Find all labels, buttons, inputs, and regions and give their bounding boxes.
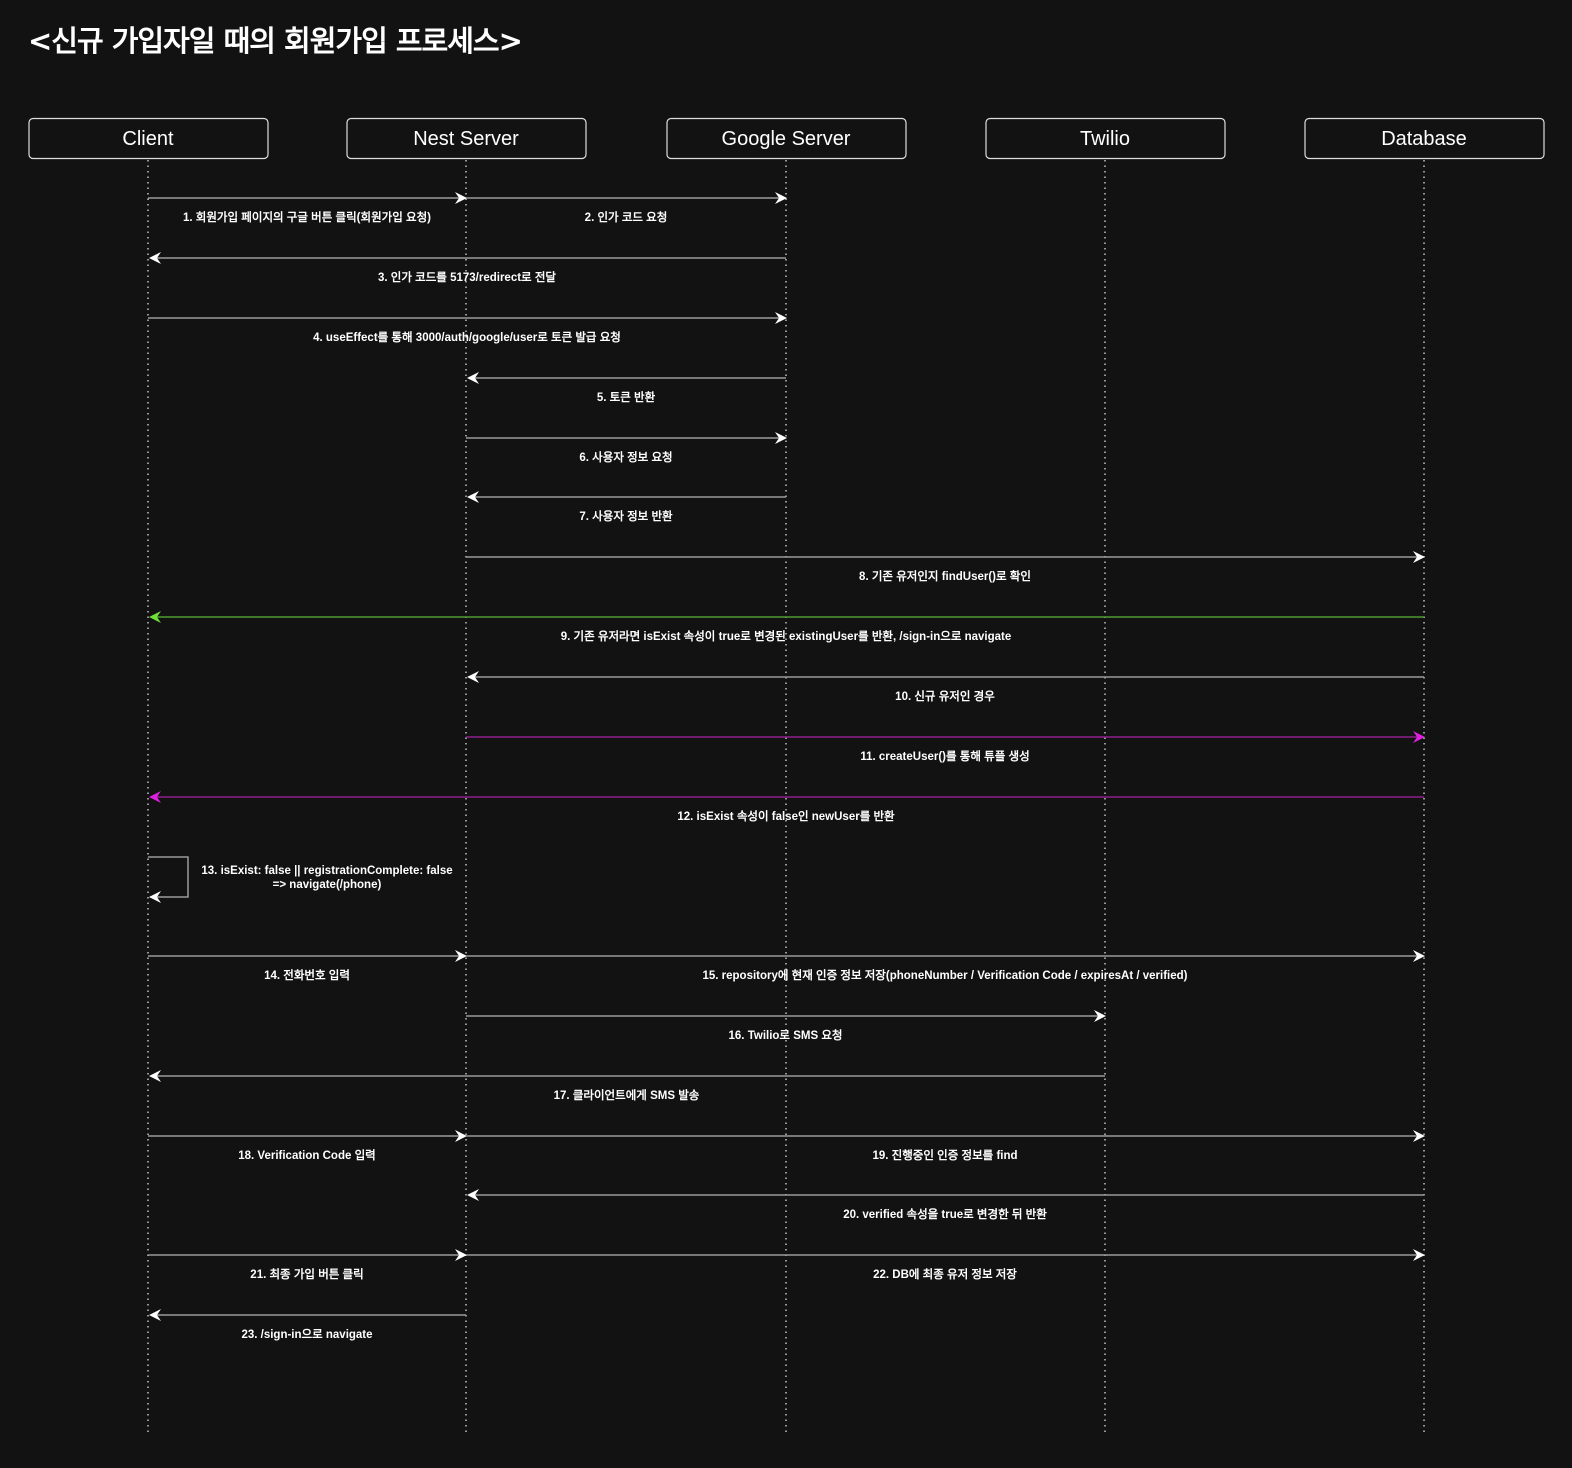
message-label: 9. 기존 유저라면 isExist 속성이 true로 변경된 existin… — [561, 629, 1012, 643]
message-label: 1. 회원가입 페이지의 구글 버튼 클릭(회원가입 요청) — [183, 210, 431, 224]
arrowhead — [1413, 950, 1425, 962]
message-8: 8. 기존 유저인지 findUser()로 확인 — [466, 551, 1425, 583]
arrowhead — [455, 1130, 467, 1142]
message-6: 6. 사용자 정보 요청 — [466, 432, 787, 464]
arrowhead — [149, 252, 161, 264]
arrowhead — [775, 432, 787, 444]
arrowhead — [455, 950, 467, 962]
arrowhead — [1094, 1010, 1106, 1022]
participant-label: Twilio — [1080, 128, 1130, 150]
participant-label: Client — [122, 128, 174, 150]
message-15: 15. repository에 현재 인증 정보 저장(phoneNumber … — [466, 950, 1425, 982]
message-label: 10. 신규 유저인 경우 — [895, 689, 995, 703]
arrowhead — [1413, 731, 1425, 743]
message-label: 14. 전화번호 입력 — [264, 968, 350, 982]
arrowhead — [1413, 1249, 1425, 1261]
message-9: 9. 기존 유저라면 isExist 속성이 true로 변경된 existin… — [149, 611, 1424, 643]
self-message-line — [148, 856, 189, 898]
message-22: 22. DB에 최종 유저 정보 저장 — [466, 1249, 1425, 1281]
arrowhead — [149, 791, 161, 803]
message-label: 21. 최종 가입 버튼 클릭 — [250, 1267, 363, 1281]
arrowhead — [149, 891, 161, 903]
message-3: 3. 인가 코드를 5173/redirect로 전달 — [149, 252, 786, 284]
participant-label: Nest Server — [413, 128, 519, 150]
message-18: 18. Verification Code 입력 — [148, 1130, 467, 1162]
arrowhead — [149, 611, 161, 623]
message-label: 17. 클라이언트에게 SMS 발송 — [554, 1088, 700, 1102]
participant-google-server: Google Server — [666, 117, 907, 1436]
message-12: 12. isExist 속성이 false인 newUser를 반환 — [149, 791, 1424, 823]
message-7: 7. 사용자 정보 반환 — [467, 491, 786, 523]
arrowhead — [775, 192, 787, 204]
message-19: 19. 진행중인 인증 정보를 find — [466, 1130, 1425, 1162]
arrowhead — [467, 372, 479, 384]
arrowhead — [149, 1070, 161, 1082]
message-label: 18. Verification Code 입력 — [238, 1149, 375, 1162]
message-label: 7. 사용자 정보 반환 — [579, 509, 673, 523]
participant-box — [666, 117, 907, 160]
participant-nest-server: Nest Server — [346, 117, 587, 1436]
arrowhead — [1413, 1130, 1425, 1142]
participant-label: Database — [1381, 128, 1467, 150]
message-label: 5. 토큰 반환 — [597, 390, 656, 404]
participant-label: Google Server — [722, 128, 851, 150]
message-4: 4. useEffect를 통해 3000/auth/google/user로 … — [148, 312, 787, 344]
message-label: 6. 사용자 정보 요청 — [579, 450, 672, 464]
message-label: 16. Twilio로 SMS 요청 — [729, 1028, 843, 1042]
message-label: 2. 인가 코드 요청 — [585, 210, 668, 224]
participant-box — [1304, 117, 1545, 160]
message-label: 8. 기존 유저인지 findUser()로 확인 — [859, 569, 1031, 583]
message-2: 2. 인가 코드 요청 — [466, 192, 787, 224]
message-5: 5. 토큰 반환 — [467, 372, 786, 404]
participant-box — [346, 117, 587, 160]
message-label: 15. repository에 현재 인증 정보 저장(phoneNumber … — [702, 968, 1187, 982]
arrowhead — [149, 1309, 161, 1321]
message-label: 19. 진행중인 인증 정보를 find — [872, 1148, 1017, 1162]
participant-box — [28, 117, 269, 160]
message-17: 17. 클라이언트에게 SMS 발송 — [149, 1070, 1105, 1102]
message-10: 10. 신규 유저인 경우 — [467, 671, 1424, 703]
participant-client: Client — [28, 117, 269, 1436]
participant-box — [985, 117, 1226, 160]
message-label: 22. DB에 최종 유저 정보 저장 — [873, 1267, 1017, 1281]
arrowhead — [1413, 551, 1425, 563]
message-1: 1. 회원가입 페이지의 구글 버튼 클릭(회원가입 요청) — [148, 192, 467, 224]
arrowhead — [455, 192, 467, 204]
arrowhead — [467, 671, 479, 683]
participant-twilio: Twilio — [985, 117, 1226, 1436]
message-label: 13. isExist: false || registrationComple… — [201, 865, 452, 877]
message-13: 13. isExist: false || registrationComple… — [148, 856, 453, 903]
message-16: 16. Twilio로 SMS 요청 — [466, 1010, 1106, 1042]
message-label: 20. verified 속성을 true로 변경한 뒤 반환 — [843, 1207, 1047, 1221]
arrowhead — [455, 1249, 467, 1261]
message-label: 12. isExist 속성이 false인 newUser를 반환 — [677, 809, 895, 823]
message-11: 11. createUser()를 통해 튜플 생성 — [466, 731, 1425, 763]
message-label: 3. 인가 코드를 5173/redirect로 전달 — [378, 270, 556, 284]
message-21: 21. 최종 가입 버튼 클릭 — [148, 1249, 467, 1281]
arrowhead — [775, 312, 787, 324]
participant-database: Database — [1304, 117, 1545, 1436]
message-label-line2: => navigate(/phone) — [273, 879, 382, 891]
arrowhead — [467, 1189, 479, 1201]
message-14: 14. 전화번호 입력 — [148, 950, 467, 982]
diagram-title: <신규 가입자일 때의 회원가입 프로세스> — [28, 24, 523, 58]
message-23: 23. /sign-in으로 navigate — [149, 1309, 466, 1341]
arrowhead — [467, 491, 479, 503]
message-20: 20. verified 속성을 true로 변경한 뒤 반환 — [467, 1189, 1424, 1221]
message-label: 4. useEffect를 통해 3000/auth/google/user로 … — [313, 330, 621, 344]
message-label: 11. createUser()를 통해 튜플 생성 — [860, 749, 1029, 763]
message-label: 23. /sign-in으로 navigate — [241, 1328, 372, 1341]
